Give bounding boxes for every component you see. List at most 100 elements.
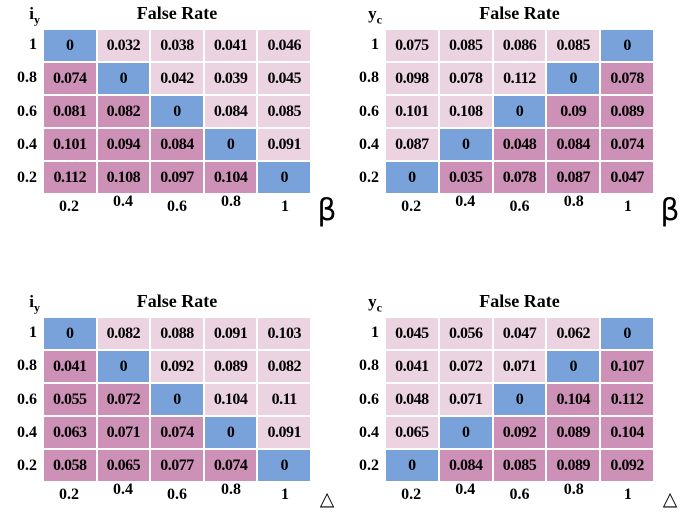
y-axis-label-base: i (29, 291, 34, 311)
matrix-cell: 0.112 (44, 162, 96, 193)
col-label: 0.4 (455, 193, 476, 210)
matrix-cell: 0 (97, 351, 150, 382)
matrix-cell: 0.104 (547, 384, 600, 415)
matrix-cell: 0.071 (493, 351, 546, 382)
matrix-cell: 0.091 (258, 417, 310, 448)
matrix-cell: 0.074 (44, 63, 96, 94)
matrix-cell: 0.047 (493, 318, 546, 349)
y-axis-label-base: y (368, 3, 377, 23)
y-axis-tick-labels: 1 0.8 0.6 0.4 0.2 (4, 28, 42, 195)
y-axis-label: yc (346, 292, 384, 316)
row-label: 0.6 (359, 390, 379, 408)
col-label: 0.4 (455, 481, 476, 498)
row-label: 0.6 (17, 102, 37, 120)
row-label: 0.4 (359, 135, 379, 153)
matrix-cell: 0.058 (44, 450, 96, 481)
matrix-cell: 0 (386, 162, 438, 193)
triangle-symbol: △ (662, 488, 678, 510)
matrix-cell: 0.074 (204, 450, 257, 481)
beta-symbol: β (317, 193, 337, 228)
y-axis-label-subscript: y (34, 12, 40, 26)
y-axis-label-subscript: c (376, 12, 382, 26)
chart-title: False Rate (136, 291, 218, 311)
row-label: 0.4 (359, 423, 379, 441)
row-label: 0.2 (17, 169, 37, 187)
matrix-cell: 0.074 (601, 129, 653, 160)
x-axis-tick-labels: 0.2 0.4 0.6 0.8 1 β (42, 193, 337, 227)
matrix-cell: 0.071 (97, 417, 150, 448)
matrix-cell: 0.089 (601, 96, 653, 127)
triangle-symbol: △ (319, 488, 335, 510)
col-label: 0.8 (563, 193, 584, 210)
heatmap-top-left: iy False Rate 1 0.8 0.6 0.4 0.2 0 0.032 0.038 0… (0, 0, 342, 270)
matrix-cell: 0.101 (386, 96, 438, 127)
matrix-cell: 0 (547, 351, 600, 382)
matrix-cell: 0.048 (493, 129, 546, 160)
heatmap-grid: 0 0.032 0.038 0.041 0.046 0.074 0 0.042 0.039 0.0… (42, 28, 312, 195)
matrix-cell: 0 (44, 30, 96, 61)
matrix-cell: 0.082 (97, 318, 150, 349)
matrix-row: 0 0.082 0.088 0.091 0.103 (44, 318, 310, 349)
matrix-cell: 0.062 (547, 318, 600, 349)
matrix-cell: 0 (97, 63, 150, 94)
col-label: 1 (281, 198, 289, 215)
y-axis-tick-labels: 1 0.8 0.6 0.4 0.2 (346, 28, 384, 195)
matrix-cell: 0.047 (601, 162, 653, 193)
matrix-cell: 0 (493, 96, 546, 127)
y-axis-label: iy (4, 4, 42, 28)
matrix-row: 0.041 0.072 0.071 0 0.107 (386, 351, 653, 382)
chart-title: False Rate (479, 291, 560, 311)
matrix-cell: 0.085 (493, 450, 546, 481)
matrix-cell: 0.103 (258, 318, 310, 349)
matrix-cell: 0.094 (97, 129, 150, 160)
row-label: 1 (29, 35, 37, 53)
matrix-row: 0 0.084 0.085 0.089 0.092 (386, 450, 653, 481)
col-label: 0.2 (401, 198, 422, 215)
matrix-cell: 0.104 (204, 384, 257, 415)
matrix-cell: 0.098 (386, 63, 438, 94)
matrix-cell: 0.084 (151, 129, 203, 160)
y-axis-label-subscript: c (376, 300, 382, 314)
matrix-cell: 0.041 (44, 351, 96, 382)
matrix-row: 0.065 0 0.092 0.089 0.104 (386, 417, 653, 448)
col-label: 0.4 (113, 193, 133, 210)
matrix-row: 0.112 0.108 0.097 0.104 0 (44, 162, 310, 193)
heatmap-grid: 0.045 0.056 0.047 0.062 0 0.041 0.072 0.071 0 0.1… (384, 316, 655, 483)
col-label: 0.8 (221, 481, 241, 498)
row-label: 1 (371, 35, 379, 53)
col-label: 0.2 (401, 486, 422, 503)
y-axis-label: yc (346, 3, 384, 28)
heatmap-grid: 0.075 0.085 0.086 0.085 0 0.098 0.078 0.112 0 0.0… (384, 28, 655, 195)
matrix-cell: 0.041 (204, 30, 257, 61)
matrix-cell: 0.075 (386, 30, 438, 61)
row-label: 0.6 (359, 102, 379, 120)
matrix-cell: 0.112 (493, 63, 546, 94)
matrix-cell: 0.087 (547, 162, 600, 193)
matrix-cell: 0.065 (97, 450, 150, 481)
matrix-cell: 0.084 (204, 96, 257, 127)
matrix-cell: 0.078 (493, 162, 546, 193)
matrix-cell: 0.09 (547, 96, 600, 127)
matrix-row: 0.041 0 0.092 0.089 0.082 (44, 351, 310, 382)
matrix-cell: 0.056 (439, 318, 492, 349)
matrix-row: 0.063 0.071 0.074 0 0.091 (44, 417, 310, 448)
chart-title: False Rate (479, 3, 560, 23)
y-axis-tick-labels: 1 0.8 0.6 0.4 0.2 (346, 316, 384, 483)
row-label: 1 (29, 323, 37, 341)
y-axis-tick-labels: 1 0.8 0.6 0.4 0.2 (4, 316, 42, 483)
matrix-cell: 0.065 (386, 417, 438, 448)
col-label: 0.6 (167, 486, 187, 503)
matrix-cell: 0.082 (258, 351, 310, 382)
matrix-cell: 0 (204, 417, 257, 448)
matrix-cell: 0.088 (151, 318, 203, 349)
matrix-cell: 0 (44, 318, 96, 349)
matrix-cell: 0.078 (439, 63, 492, 94)
matrix-cell: 0.038 (151, 30, 203, 61)
matrix-row: 0.074 0 0.042 0.039 0.045 (44, 63, 310, 94)
matrix-row: 0.098 0.078 0.112 0 0.078 (386, 63, 653, 94)
matrix-cell: 0 (386, 450, 438, 481)
matrix-cell: 0.071 (439, 384, 492, 415)
col-label: 0.6 (509, 198, 530, 215)
matrix-cell: 0.092 (493, 417, 546, 448)
